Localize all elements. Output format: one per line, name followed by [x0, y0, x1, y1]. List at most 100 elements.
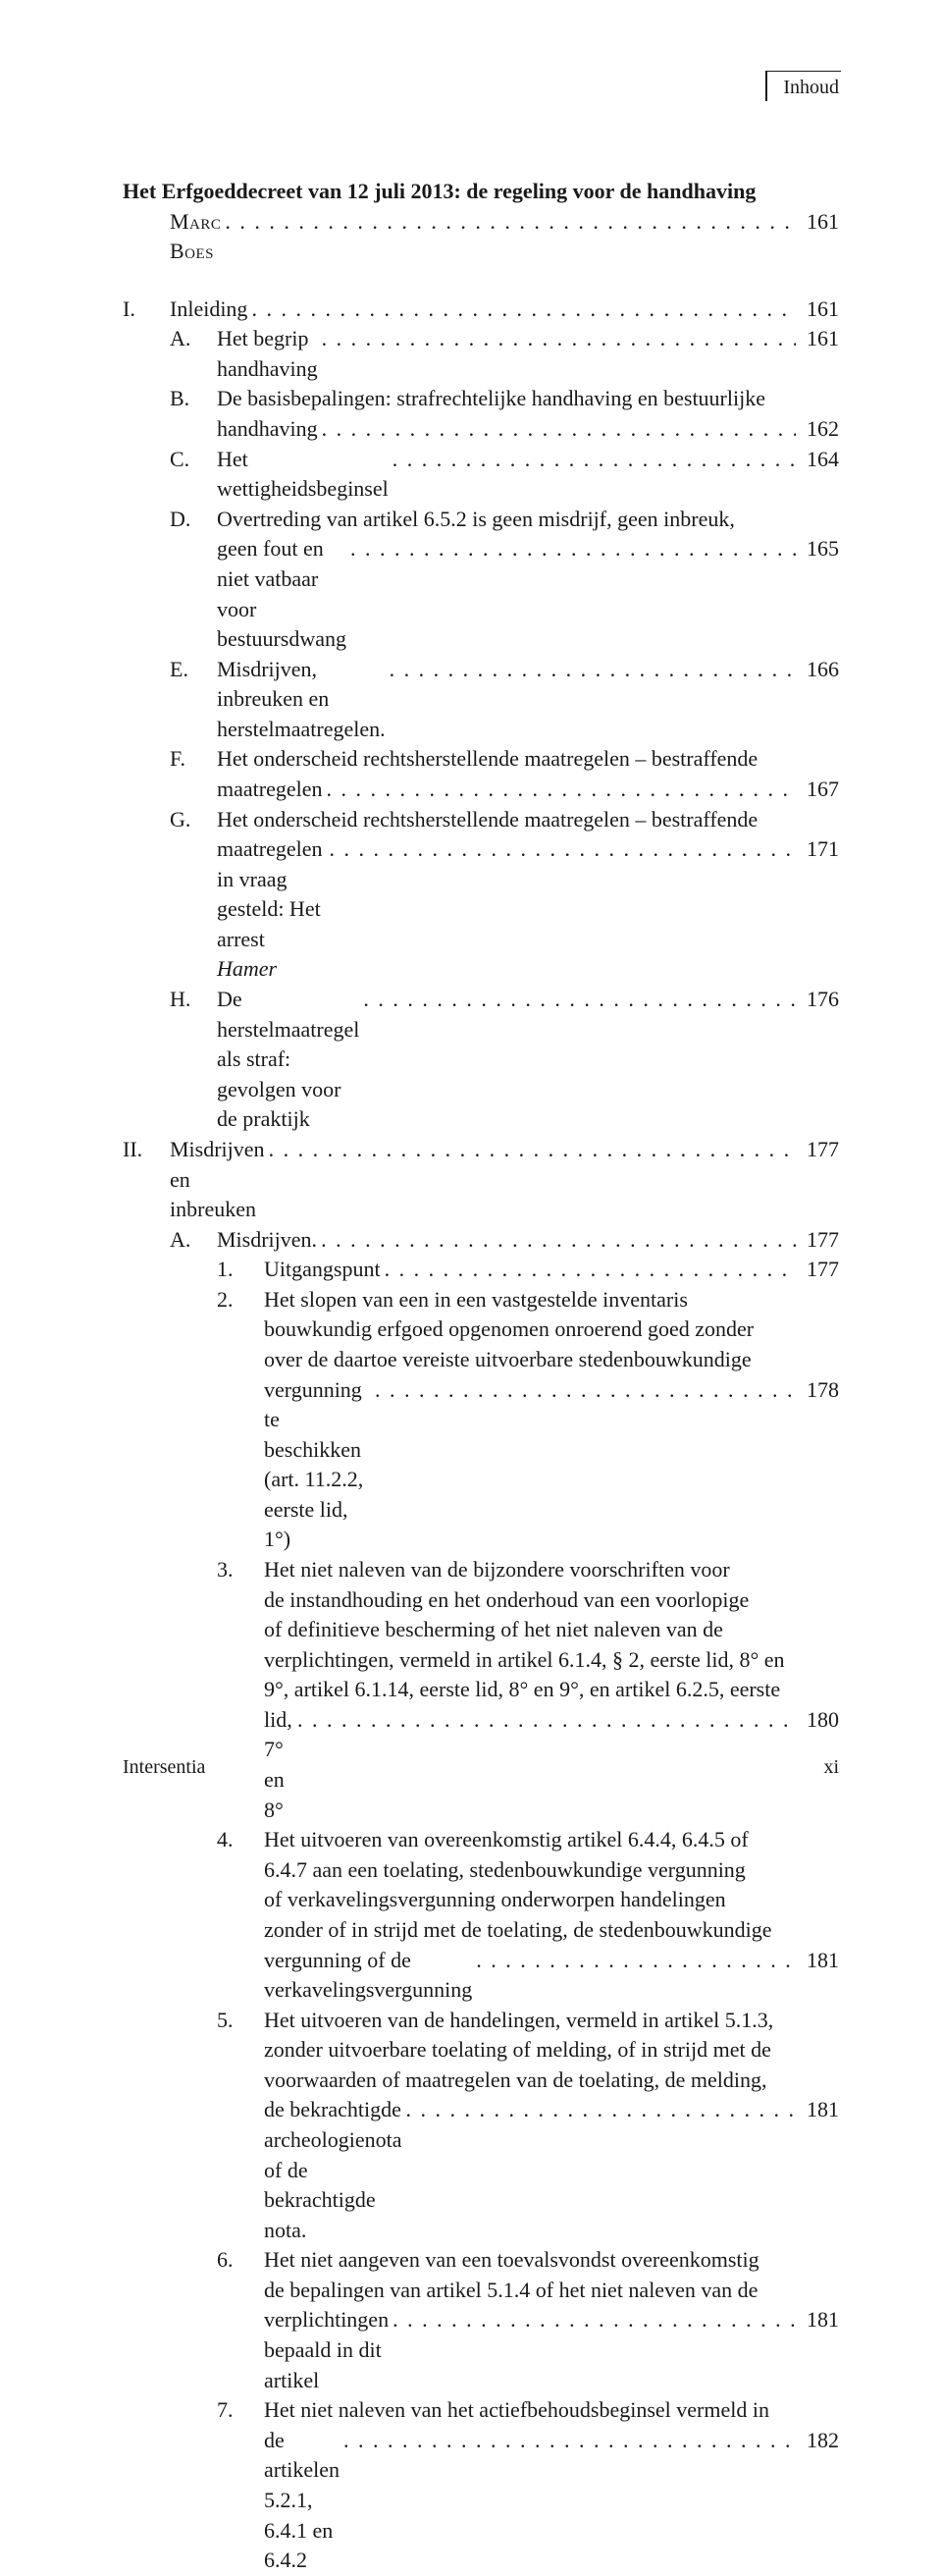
toc-label: de bepalingen van artikel 5.1.4 of het n…: [264, 2276, 839, 2306]
toc-entry: over de daartoe vereiste uitvoerbare ste…: [123, 1345, 839, 1375]
toc-marker: A.: [170, 324, 217, 354]
toc-label: Het onderscheid rechtsherstellende maatr…: [217, 744, 839, 775]
toc-label: 6.4.7 aan een toelating, stedenbouwkundi…: [264, 1855, 839, 1886]
toc-label: over de daartoe vereiste uitvoerbare ste…: [264, 1345, 839, 1375]
toc-page-number: 166: [796, 655, 839, 685]
toc-label: verplichtingen bepaald in dit artikel: [264, 2305, 389, 2395]
toc-marker: I.: [123, 295, 170, 325]
toc-entry: of verkavelingsvergunning onderworpen ha…: [123, 1885, 839, 1915]
toc-page-number: 181: [796, 1946, 839, 1976]
toc-label: Inleiding: [170, 295, 247, 325]
toc-entry: 6.4.7 aan een toelating, stedenbouwkundi…: [123, 1855, 839, 1886]
toc-entry: 2.Het slopen van een in een vastgestelde…: [123, 1285, 839, 1315]
toc-label: Misdrijven.: [217, 1225, 317, 1256]
toc-page-number: 177: [796, 1255, 839, 1285]
toc-label: Het niet aangeven van een toevalsvondst …: [264, 2245, 839, 2276]
page-footer: Intersentia xi: [123, 1756, 839, 1779]
toc-entry: 5.Het uitvoeren van de handelingen, verm…: [123, 2006, 839, 2036]
toc-label: geen fout en niet vatbaar voor bestuursd…: [217, 534, 346, 654]
toc-label: Het niet naleven van het actiefbehoudsbe…: [264, 2395, 839, 2426]
toc-marker: 3.: [217, 1555, 264, 1585]
toc-page-number: 177: [796, 1135, 839, 1165]
leader: [402, 2095, 797, 2125]
toc-marker: 5.: [217, 2006, 264, 2036]
toc-entry: zonder of in strijd met de toelating, de…: [123, 1915, 839, 1946]
toc-label: Het slopen van een in een vastgestelde i…: [264, 1285, 839, 1315]
toc-marker: 2.: [217, 1285, 264, 1315]
toc-entry: D.Overtreding van artikel 6.5.2 is geen …: [123, 505, 839, 535]
toc-list: I.Inleiding 161A.Het begrip handhaving 1…: [123, 267, 839, 2576]
toc-page-number: 161: [796, 295, 839, 325]
toc-marker: 1.: [217, 1255, 264, 1285]
toc-label: Overtreding van artikel 6.5.2 is geen mi…: [217, 505, 839, 535]
toc-page-number: 161: [796, 324, 839, 354]
toc-content: Het Erfgoeddecreet van 12 juli 2013: de …: [123, 177, 839, 2576]
toc-page-number: 181: [796, 2305, 839, 2335]
toc-entry: of definitieve bescherming of het niet n…: [123, 1615, 839, 1645]
toc-page-number: 182: [796, 2426, 839, 2456]
toc-entry: verplichtingen, vermeld in artikel 6.1.4…: [123, 1645, 839, 1676]
toc-entry: 9°, artikel 6.1.14, eerste lid, 8° en 9°…: [123, 1675, 839, 1705]
toc-entry: 6.Het niet aangeven van een toevalsvonds…: [123, 2245, 839, 2276]
leader: [318, 324, 796, 354]
toc-entry: de artikelen 5.2.1, 6.4.1 en 6.4.2 182: [123, 2426, 839, 2576]
toc-entry: vergunning te beschikken (art. 11.2.2, e…: [123, 1375, 839, 1555]
toc-entry: A.Het begrip handhaving 161: [123, 324, 839, 384]
toc-entry: E.Misdrijven, inbreuken en herstelmaatre…: [123, 655, 839, 745]
toc-label: Het onderscheid rechtsherstellende maatr…: [217, 805, 839, 835]
toc-label: de artikelen 5.2.1, 6.4.1 en 6.4.2: [264, 2426, 340, 2576]
chapter-title: Het Erfgoeddecreet van 12 juli 2013: de …: [123, 177, 839, 207]
toc-marker: C.: [170, 445, 217, 475]
leader: [326, 834, 796, 865]
toc-label: de bekrachtigde archeologienota of de be…: [264, 2095, 402, 2245]
author-name: Marc Boes: [170, 207, 221, 267]
toc-label: 9°, artikel 6.1.14, eerste lid, 8° en 9°…: [264, 1675, 839, 1705]
toc-entry: 3.Het niet naleven van de bijzondere voo…: [123, 1555, 839, 1585]
toc-marker: E.: [170, 655, 217, 685]
footer-publisher: Intersentia: [123, 1756, 205, 1779]
toc-page-number: 165: [796, 534, 839, 564]
toc-entry: 4.Het uitvoeren van overeenkomstig artik…: [123, 1825, 839, 1855]
leader: [371, 1375, 796, 1406]
toc-label: verplichtingen, vermeld in artikel 6.1.4…: [264, 1645, 839, 1676]
toc-entry: geen fout en niet vatbaar voor bestuursd…: [123, 534, 839, 654]
leader: [389, 2305, 796, 2335]
toc-entry: voorwaarden of maatregelen van de toelat…: [123, 2066, 839, 2096]
toc-page-number: 162: [796, 414, 839, 445]
footer-page-number: xi: [823, 1756, 839, 1779]
toc-label: maatregelen: [217, 775, 323, 805]
toc-label: maatregelen in vraag gesteld: Het arrest…: [217, 834, 326, 985]
toc-marker: B.: [170, 384, 217, 414]
leader: [359, 985, 796, 1015]
toc-page-number: 171: [796, 834, 839, 865]
toc-entry: G.Het onderscheid rechtsherstellende maa…: [123, 805, 839, 835]
toc-marker: A.: [170, 1225, 217, 1256]
toc-label: Misdrijven, inbreuken en herstelmaatrege…: [217, 655, 386, 745]
toc-entry: de bepalingen van artikel 5.1.4 of het n…: [123, 2276, 839, 2306]
toc-entry: bouwkundig erfgoed opgenomen onroerend g…: [123, 1315, 839, 1345]
toc-label: of definitieve bescherming of het niet n…: [264, 1615, 839, 1645]
leader: [265, 1135, 796, 1165]
toc-label: De herstelmaatregel als straf: gevolgen …: [217, 985, 359, 1135]
toc-label: Het uitvoeren van overeenkomstig artikel…: [264, 1825, 839, 1855]
leader: [386, 655, 796, 685]
leader: [340, 2426, 796, 2456]
leader: [346, 534, 796, 564]
toc-page-number: 181: [796, 2095, 839, 2125]
leader: [293, 1705, 796, 1736]
toc-marker: G.: [170, 805, 217, 835]
toc-label: Het wettigheidsbeginsel: [217, 445, 389, 505]
leader: [318, 414, 796, 445]
toc-marker: F.: [170, 744, 217, 775]
toc-label: Uitgangspunt: [264, 1255, 381, 1285]
toc-entry: II.Misdrijven en inbreuken 177: [123, 1135, 839, 1225]
toc-entry: maatregelen 167: [123, 775, 839, 805]
toc-page-number: 176: [796, 985, 839, 1015]
toc-entry: 1.Uitgangspunt 177: [123, 1255, 839, 1285]
toc-marker: H.: [170, 985, 217, 1015]
toc-page-number: 164: [796, 445, 839, 475]
leader: [389, 445, 796, 475]
toc-marker: 4.: [217, 1825, 264, 1855]
toc-label: bouwkundig erfgoed opgenomen onroerend g…: [264, 1315, 839, 1345]
toc-entry: A.Misdrijven. 177: [123, 1225, 839, 1256]
